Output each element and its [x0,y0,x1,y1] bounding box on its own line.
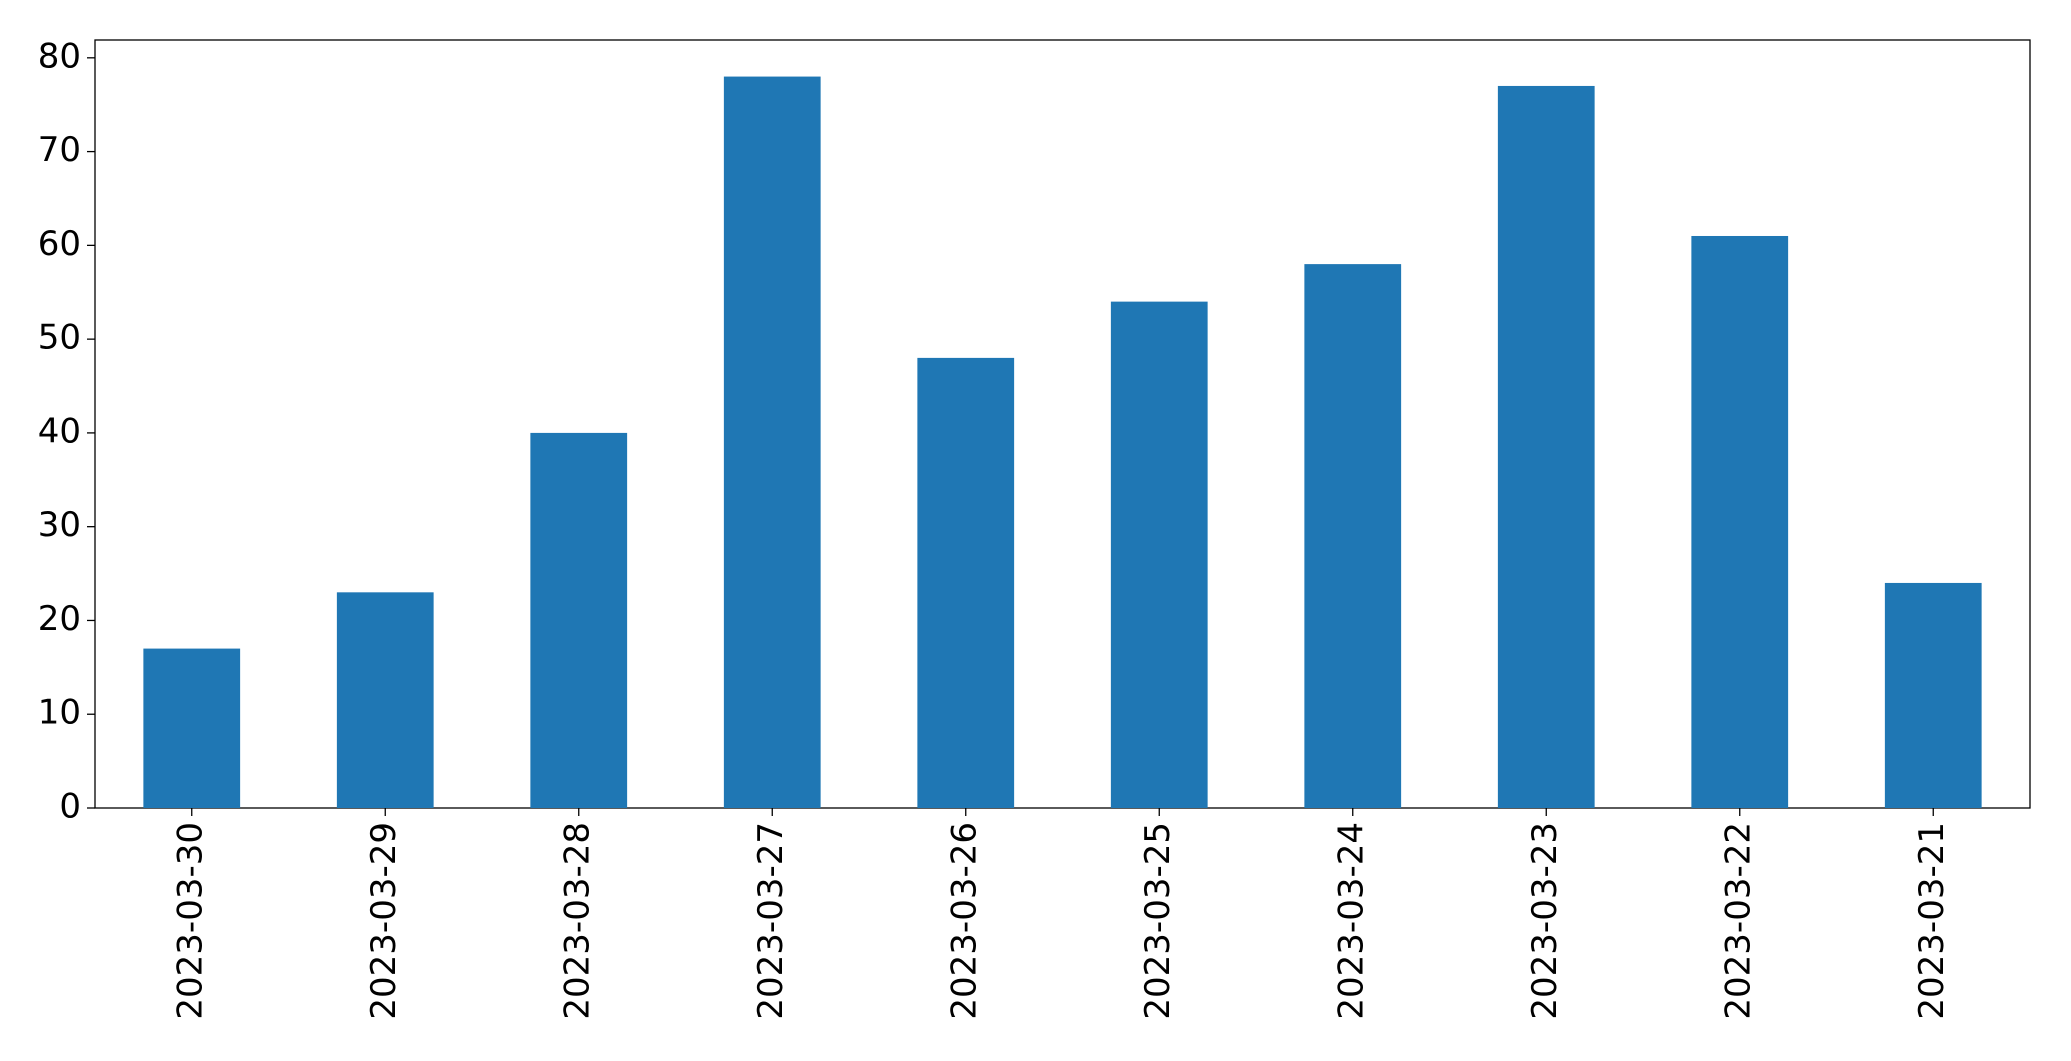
bar [1691,235,1789,808]
bar [723,76,821,809]
y-tick-label: 80 [38,36,81,76]
bar [336,592,434,808]
y-tick-label: 0 [59,787,81,827]
bar [917,357,1015,808]
x-tick-label: 2023-03-29 [364,822,404,1020]
y-tick-label: 40 [38,411,81,451]
x-tick-label: 2023-03-24 [1331,822,1371,1020]
bar [530,432,628,808]
x-tick-label: 2023-03-26 [944,822,984,1020]
x-tick-label: 2023-03-27 [751,822,791,1020]
y-tick-label: 10 [38,693,81,733]
x-tick-label: 2023-03-28 [557,822,597,1020]
plot-frame [94,39,2031,809]
y-tick-label: 20 [38,599,81,639]
y-tick-label: 50 [38,318,81,358]
x-tick-label: 2023-03-23 [1525,822,1565,1020]
bar [1884,582,1982,808]
x-tick-label: 2023-03-22 [1718,822,1758,1020]
bar [1497,85,1595,808]
x-tick-label: 2023-03-25 [1138,822,1178,1020]
y-tick-label: 30 [38,505,81,545]
bar [1110,301,1208,808]
bar [143,648,241,808]
x-tick-label: 2023-03-30 [170,822,210,1020]
x-tick-label: 2023-03-21 [1912,822,1952,1020]
y-tick-label: 70 [38,130,81,170]
bar [1304,264,1402,809]
y-tick-label: 60 [38,224,81,264]
